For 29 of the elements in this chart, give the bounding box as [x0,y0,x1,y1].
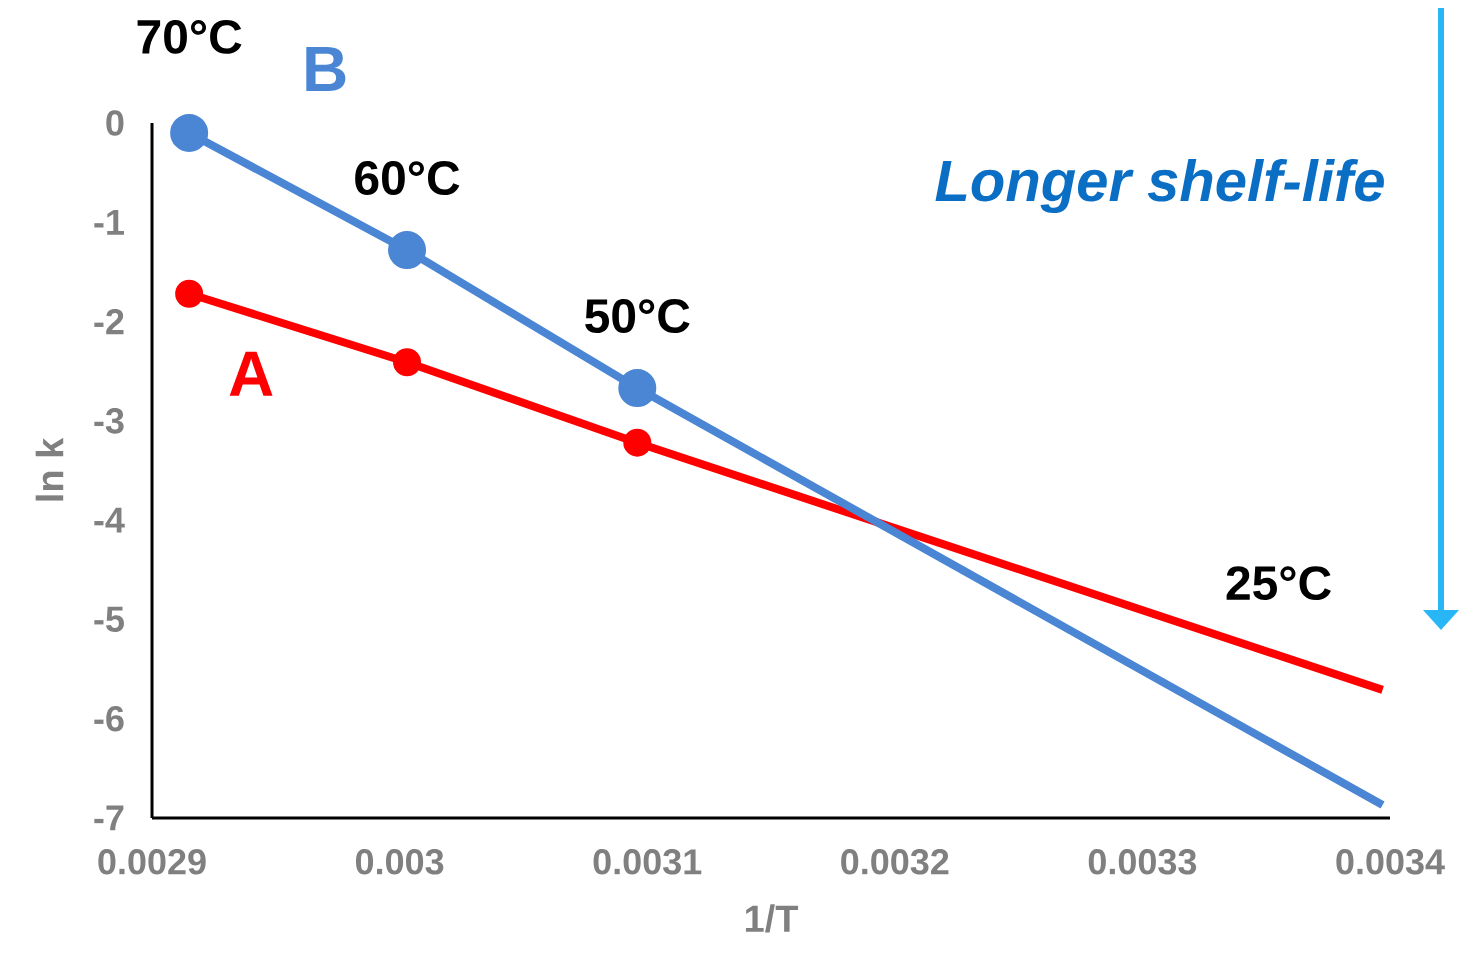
annotation: 60°C [355,161,460,196]
y-tick-label: -7 [94,805,124,831]
y-tick-label: -2 [94,308,124,335]
y-tick-label: -4 [94,507,125,533]
x-axis-title: 1/T [745,904,799,933]
annotation: 70°C [137,19,242,54]
x-tick-label: 0.0032 [841,849,949,875]
legend-label: A [229,351,273,396]
point [623,428,652,457]
x-tick-label: 0.0034 [1336,849,1445,875]
x-tick-label: 0.0031 [593,849,702,875]
point [170,113,209,152]
point [175,279,204,308]
x-tick-label: 0.003 [355,849,444,875]
x-tick-label: 0.0029 [98,849,206,875]
y-axis-title: ln k [35,437,64,501]
series-label: B [306,46,346,91]
annotation: Longer shelf-life [935,158,1384,214]
y-tick-label: -3 [94,408,124,434]
x-tick-label: 0.0033 [1088,849,1197,875]
point [618,369,657,408]
point [388,231,427,270]
y-tick-label: -6 [94,705,124,732]
y-tick-label: -5 [94,606,124,632]
y-tick-label: 0 [106,110,124,136]
y-tick-label: -1 [94,209,124,235]
annotation: 25°C [1226,566,1331,601]
point [393,348,422,377]
annotation: 50°C [585,299,690,334]
